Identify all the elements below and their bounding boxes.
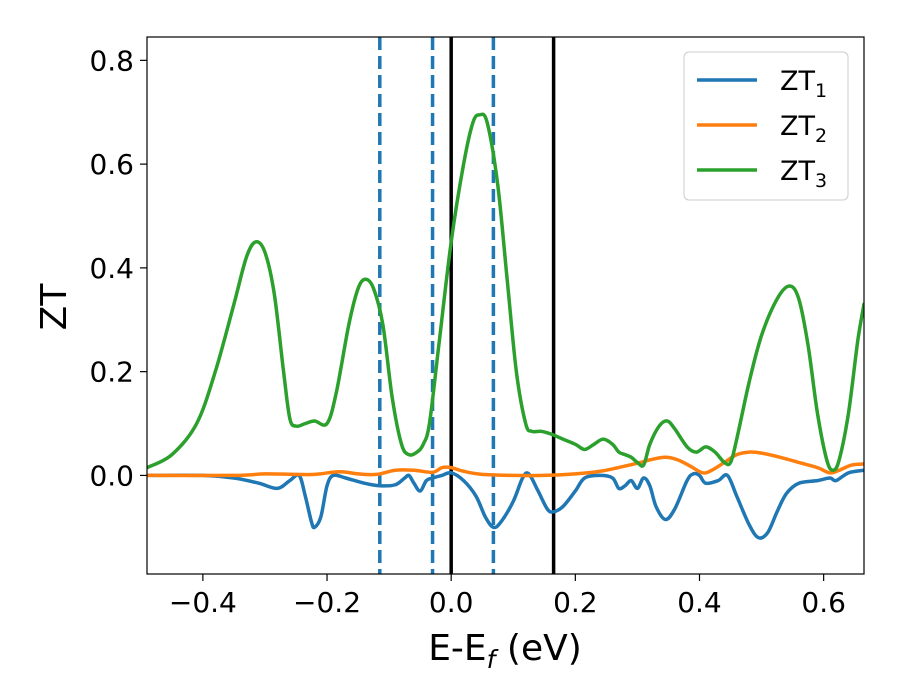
legend: ZT1 ZT2 ZT3	[683, 51, 849, 201]
legend-label-zt1: ZT1	[780, 66, 827, 102]
x-axis: −0.4 −0.2 0.0 0.2 0.4 0.6	[169, 574, 846, 619]
x-tick-label: 0.0	[429, 586, 474, 619]
x-axis-label-main: E-E	[428, 628, 486, 669]
plot-frame	[146, 36, 865, 575]
y-tick-label: 0.8	[89, 44, 134, 77]
series-line-zt1	[147, 468, 864, 540]
series-line-zt3	[147, 112, 864, 472]
y-axis-label: ZT	[34, 283, 75, 331]
x-tick-label: 0.2	[553, 586, 598, 619]
x-tick-label: −0.4	[169, 586, 237, 619]
legend-box	[683, 51, 849, 201]
series-layer	[147, 112, 864, 540]
y-axis: 0.0 0.2 0.4 0.6 0.8	[89, 44, 147, 492]
y-tick-label: 0.4	[89, 252, 134, 285]
x-tick-label: 0.4	[677, 586, 722, 619]
y-tick-label: 0.0	[89, 459, 134, 492]
legend-label-zt2: ZT2	[780, 111, 827, 147]
x-axis-label: E-Ef (eV)	[428, 628, 582, 674]
x-tick-label: 0.6	[801, 586, 846, 619]
y-tick-label: 0.2	[89, 356, 134, 389]
x-axis-label-unit: (eV)	[495, 628, 581, 669]
series-line-zt2	[147, 450, 864, 478]
legend-label-zt3: ZT3	[780, 156, 827, 192]
y-tick-label: 0.6	[89, 148, 134, 181]
x-tick-label: −0.2	[293, 586, 361, 619]
